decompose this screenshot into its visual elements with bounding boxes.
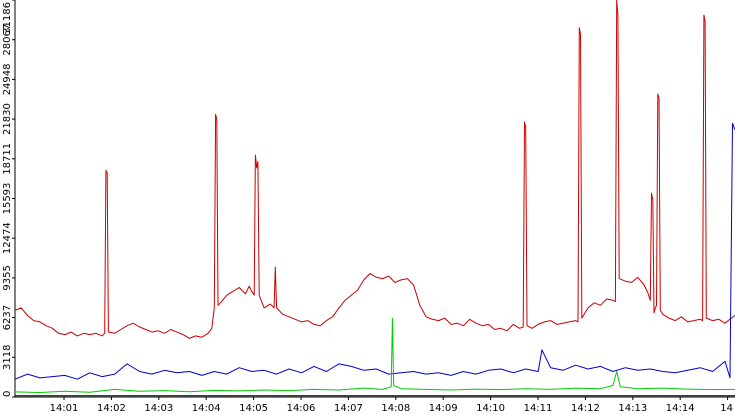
x-tick-label: 14:09 bbox=[429, 403, 458, 414]
y-tick-label: 9355 bbox=[2, 265, 13, 290]
y-tick-label: 18711 bbox=[2, 143, 13, 175]
x-tick-label: 14:11 bbox=[524, 403, 553, 414]
y-tick-label: 15593 bbox=[2, 183, 13, 215]
x-tick-label: 14:14 bbox=[666, 403, 695, 414]
y-tick-label: 0 bbox=[2, 391, 13, 397]
x-tick-label: 14:03 bbox=[144, 403, 173, 414]
x-tick-label: 14:10 bbox=[476, 403, 505, 414]
x-tick-label: 14:01 bbox=[50, 403, 79, 414]
x-tick-label: 14:04 bbox=[192, 403, 221, 414]
series-line-0 bbox=[14, 0, 735, 339]
y-tick-label: 3118 bbox=[2, 345, 13, 370]
x-tick-label: 14:05 bbox=[239, 403, 268, 414]
series-layer bbox=[14, 0, 735, 397]
x-tick-label: 14:02 bbox=[97, 403, 126, 414]
x-tick-label: 14:07 bbox=[334, 403, 363, 414]
x-tick-label: 14:13 bbox=[618, 403, 647, 414]
y-tick-label: 12474 bbox=[2, 222, 13, 254]
y-tick-label: 31186 bbox=[2, 2, 13, 34]
y-tick-label: 6237 bbox=[2, 305, 13, 330]
y-tick-label: 28067 bbox=[2, 24, 13, 56]
plot-area bbox=[14, 0, 735, 398]
x-tick-label: 14:12 bbox=[571, 403, 600, 414]
y-axis: 0 3118 6237 9355 12474 15593 18711 21830 24948 28… bbox=[2, 0, 15, 398]
x-tick-label: 14 bbox=[720, 403, 733, 414]
x-tick-label: 14:06 bbox=[287, 403, 316, 414]
x-tick-label: 14:08 bbox=[381, 403, 410, 414]
y-tick-label: 21830 bbox=[2, 103, 13, 135]
y-tick-label: 24948 bbox=[2, 63, 13, 95]
x-axis: 14:01 14:02 14:03 14:04 14:05 14:06 14:07 14:08… bbox=[50, 397, 733, 414]
series-line-1 bbox=[14, 122, 735, 380]
series-line-2 bbox=[14, 317, 735, 393]
